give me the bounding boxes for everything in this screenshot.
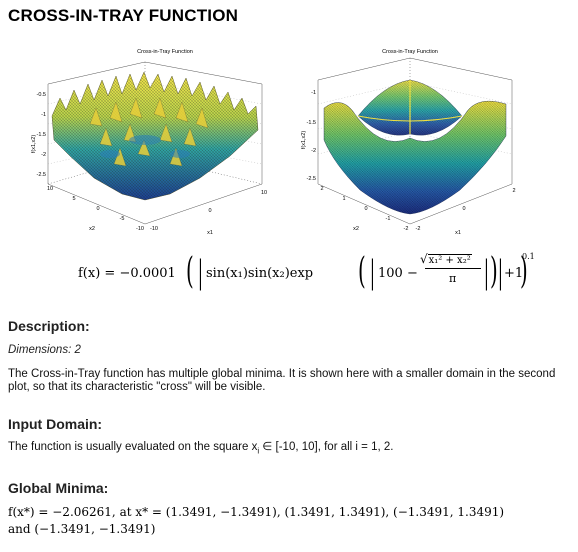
z-axis-label: f(x1,x2) [301,131,307,150]
surface-plot-full-domain: Cross-in-Tray Function [30,44,280,240]
function-formula: f(x) = −0.0001 ( | sin(x₁)sin(x₂)exp ( |… [78,251,528,292]
z-tick: -1.5 [37,132,46,138]
formula-sqrt: √x₁² + x₂² [420,252,472,266]
input-domain-text-before: The function is usually evaluated on the… [8,441,258,453]
formula-sqrt-content: x₁² + x₂² [427,254,472,266]
formula-sin-part: sin(x₁)sin(x₂)exp [206,266,314,281]
global-minima-line-1: f(x*) = −2.06261, at x* = (1.3491, −1.34… [8,505,505,519]
z-tick: -2 [311,148,316,154]
surface-plot-small-svg: Cross-in-Tray Function [301,49,516,236]
y-tick: 0 [364,206,367,212]
formula-plus-one: +1 [504,266,524,281]
x-tick: 2 [512,188,515,194]
plot-title: Cross-in-Tray Function [382,49,438,55]
x-axis-label: x1 [207,230,213,236]
y-axis-label: x2 [89,226,95,232]
page-title: CROSS-IN-TRAY FUNCTION [8,6,239,25]
y-tick: 1 [342,196,345,202]
y-tick: -5 [120,216,125,222]
x-tick: 0 [208,208,211,214]
formula-lhs: f(x) = −0.0001 [78,266,176,281]
x-tick: 0 [462,206,465,212]
y-tick: 10 [47,186,53,192]
z-tick: -1.5 [307,120,316,126]
x-tick: -2 [416,226,421,232]
description-heading: Description: [8,318,90,334]
formula-denominator: π [449,272,457,285]
z-tick: -1 [311,90,316,96]
x-tick: 10 [261,190,267,196]
z-tick: -2.5 [37,172,46,178]
y-tick: -1 [386,216,391,222]
plot-title: Cross-in-Tray Function [137,49,193,55]
z-tick: -1 [41,112,46,118]
y-tick: 2 [320,186,323,192]
formula-exponent: 0.1 [522,252,535,261]
input-domain-text-after: ∈ [-10, 10], for all i = 1, 2. [259,441,394,453]
input-domain-subscript: i [257,446,260,456]
x-axis-label: x1 [455,230,461,236]
surface-plot-full-svg: Cross-in-Tray Function [31,49,267,236]
z-tick: -0.5 [37,92,46,98]
z-tick: -2.5 [307,176,316,182]
dimensions-text: Dimensions: 2 [8,344,81,356]
y-axis-label: x2 [353,226,359,232]
global-minima-text: f(x*) = −2.06261, at x* = (1.3491, −1.34… [8,504,568,538]
y-tick: -10 [136,226,144,232]
y-tick: 0 [96,206,99,212]
z-tick: -2 [41,152,46,158]
surface-plot-small-domain: Cross-in-Tray Function [300,44,550,240]
description-text: The Cross-in-Tray function has multiple … [8,368,556,393]
input-domain-heading: Input Domain: [8,416,103,432]
y-tick: -2 [404,226,409,232]
x-tick: -10 [150,226,158,232]
z-axis-label: f(x1,x2) [31,135,37,154]
global-minima-line-2: and (−1.3491, −1.3491) [8,522,156,536]
global-minima-heading: Global Minima: [8,480,109,496]
y-tick: 5 [72,196,75,202]
formula-hundred: 100 − [378,266,418,281]
input-domain-text: The function is usually evaluated on the… [8,441,568,457]
